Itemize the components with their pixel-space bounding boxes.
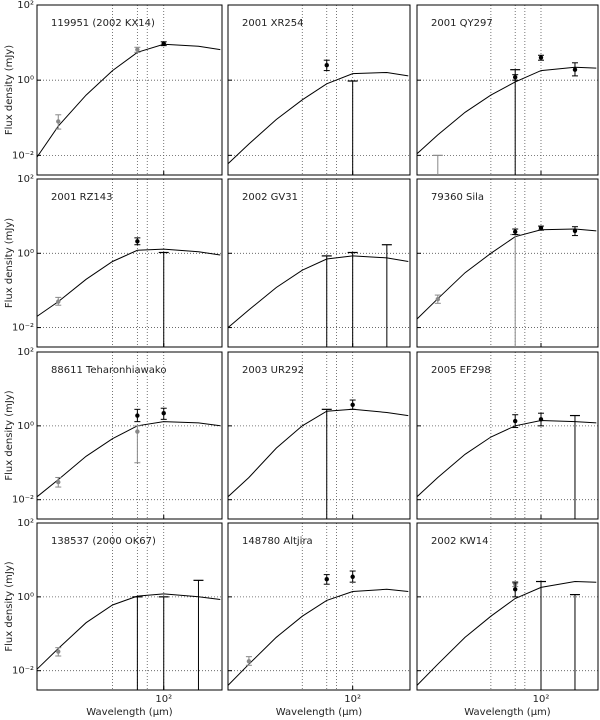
data-point xyxy=(572,67,578,72)
x-axis-label: Wavelength (μm) xyxy=(464,707,551,718)
panel-title: 2002 KW14 xyxy=(431,536,488,547)
data-point xyxy=(135,47,140,52)
data-point xyxy=(513,74,518,80)
model-curve xyxy=(227,588,409,686)
panel-title: 2001 QY297 xyxy=(431,18,493,29)
y-tick-label: 10⁻² xyxy=(12,150,34,161)
data-point xyxy=(538,55,544,60)
data-point xyxy=(135,413,140,418)
y-tick-label: 10⁰ xyxy=(17,421,34,432)
panel-title: 79360 Sila xyxy=(431,192,484,203)
y-tick-label: 10⁻² xyxy=(12,666,34,677)
data-point xyxy=(324,577,329,582)
model-curve xyxy=(227,71,409,165)
y-tick-label: 10⁰ xyxy=(17,592,34,603)
model-curve xyxy=(416,419,597,498)
data-point xyxy=(135,239,140,244)
panel-frame xyxy=(227,178,411,348)
panel-frame xyxy=(36,522,223,691)
panel-title: 2002 GV31 xyxy=(242,192,298,203)
data-point xyxy=(56,299,61,304)
y-tick-label: 10² xyxy=(17,347,34,358)
model-curve xyxy=(36,248,221,317)
y-axis-label: Flux density (mJy) xyxy=(4,45,15,135)
panel-title: 2001 XR254 xyxy=(242,18,304,29)
model-curve xyxy=(36,43,221,158)
model-curve xyxy=(416,580,597,686)
panel-title: 2005 EF298 xyxy=(431,365,491,376)
panel-frame xyxy=(416,522,599,691)
data-point xyxy=(56,649,61,654)
x-tick-label: 10² xyxy=(344,694,361,705)
panel-title: 88611 Teharonhiawako xyxy=(51,365,166,376)
y-tick-label: 10² xyxy=(17,174,34,185)
data-point xyxy=(538,225,544,231)
data-point xyxy=(56,119,61,124)
panel-frame xyxy=(416,4,599,176)
data-point xyxy=(513,418,518,424)
y-axis-label: Flux density (mJy) xyxy=(4,561,15,651)
data-point xyxy=(435,297,441,302)
data-point xyxy=(350,574,355,579)
panel-title: 2001 RZ143 xyxy=(51,192,113,203)
x-axis-label: Wavelength (μm) xyxy=(276,707,363,718)
model-curve xyxy=(36,593,221,670)
y-axis-label: Flux density (mJy) xyxy=(4,218,15,308)
data-point xyxy=(513,587,518,592)
panel-frame xyxy=(416,178,599,348)
model-curve xyxy=(36,421,221,498)
panel-title: 2003 UR292 xyxy=(242,365,304,376)
panel-frame xyxy=(227,351,411,520)
panel-frame xyxy=(416,351,599,520)
y-tick-label: 10⁻² xyxy=(12,495,34,506)
model-curve xyxy=(416,228,597,320)
data-point xyxy=(56,479,61,485)
data-point xyxy=(572,228,578,234)
data-point xyxy=(135,429,140,434)
data-point xyxy=(246,659,252,664)
panel-frame xyxy=(227,522,411,691)
data-point xyxy=(161,41,166,46)
panel-frame xyxy=(227,4,411,176)
panel-title: 138537 (2000 OK67) xyxy=(51,536,156,547)
model-curve xyxy=(227,408,409,498)
data-point xyxy=(324,63,329,68)
panel-frame xyxy=(36,4,223,176)
data-point xyxy=(538,417,544,422)
y-tick-label: 10⁰ xyxy=(17,75,34,86)
y-tick-label: 10² xyxy=(17,518,34,529)
panel-frame xyxy=(36,351,223,520)
data-point xyxy=(161,411,166,416)
x-axis-label: Wavelength (μm) xyxy=(86,707,173,718)
data-point xyxy=(350,402,355,408)
panel-title: 119951 (2002 KX14) xyxy=(51,18,155,29)
y-tick-label: 10⁻² xyxy=(12,323,34,334)
y-tick-label: 10² xyxy=(17,0,34,11)
panel-frame xyxy=(36,178,223,348)
panel-title: 148780 Altjira xyxy=(242,536,313,547)
y-axis-label: Flux density (mJy) xyxy=(4,390,15,480)
y-tick-label: 10⁰ xyxy=(17,248,34,259)
model-curve xyxy=(227,255,409,328)
x-tick-label: 10² xyxy=(533,694,550,705)
data-point xyxy=(513,229,518,234)
x-tick-label: 10² xyxy=(155,694,172,705)
model-curve xyxy=(416,66,597,155)
